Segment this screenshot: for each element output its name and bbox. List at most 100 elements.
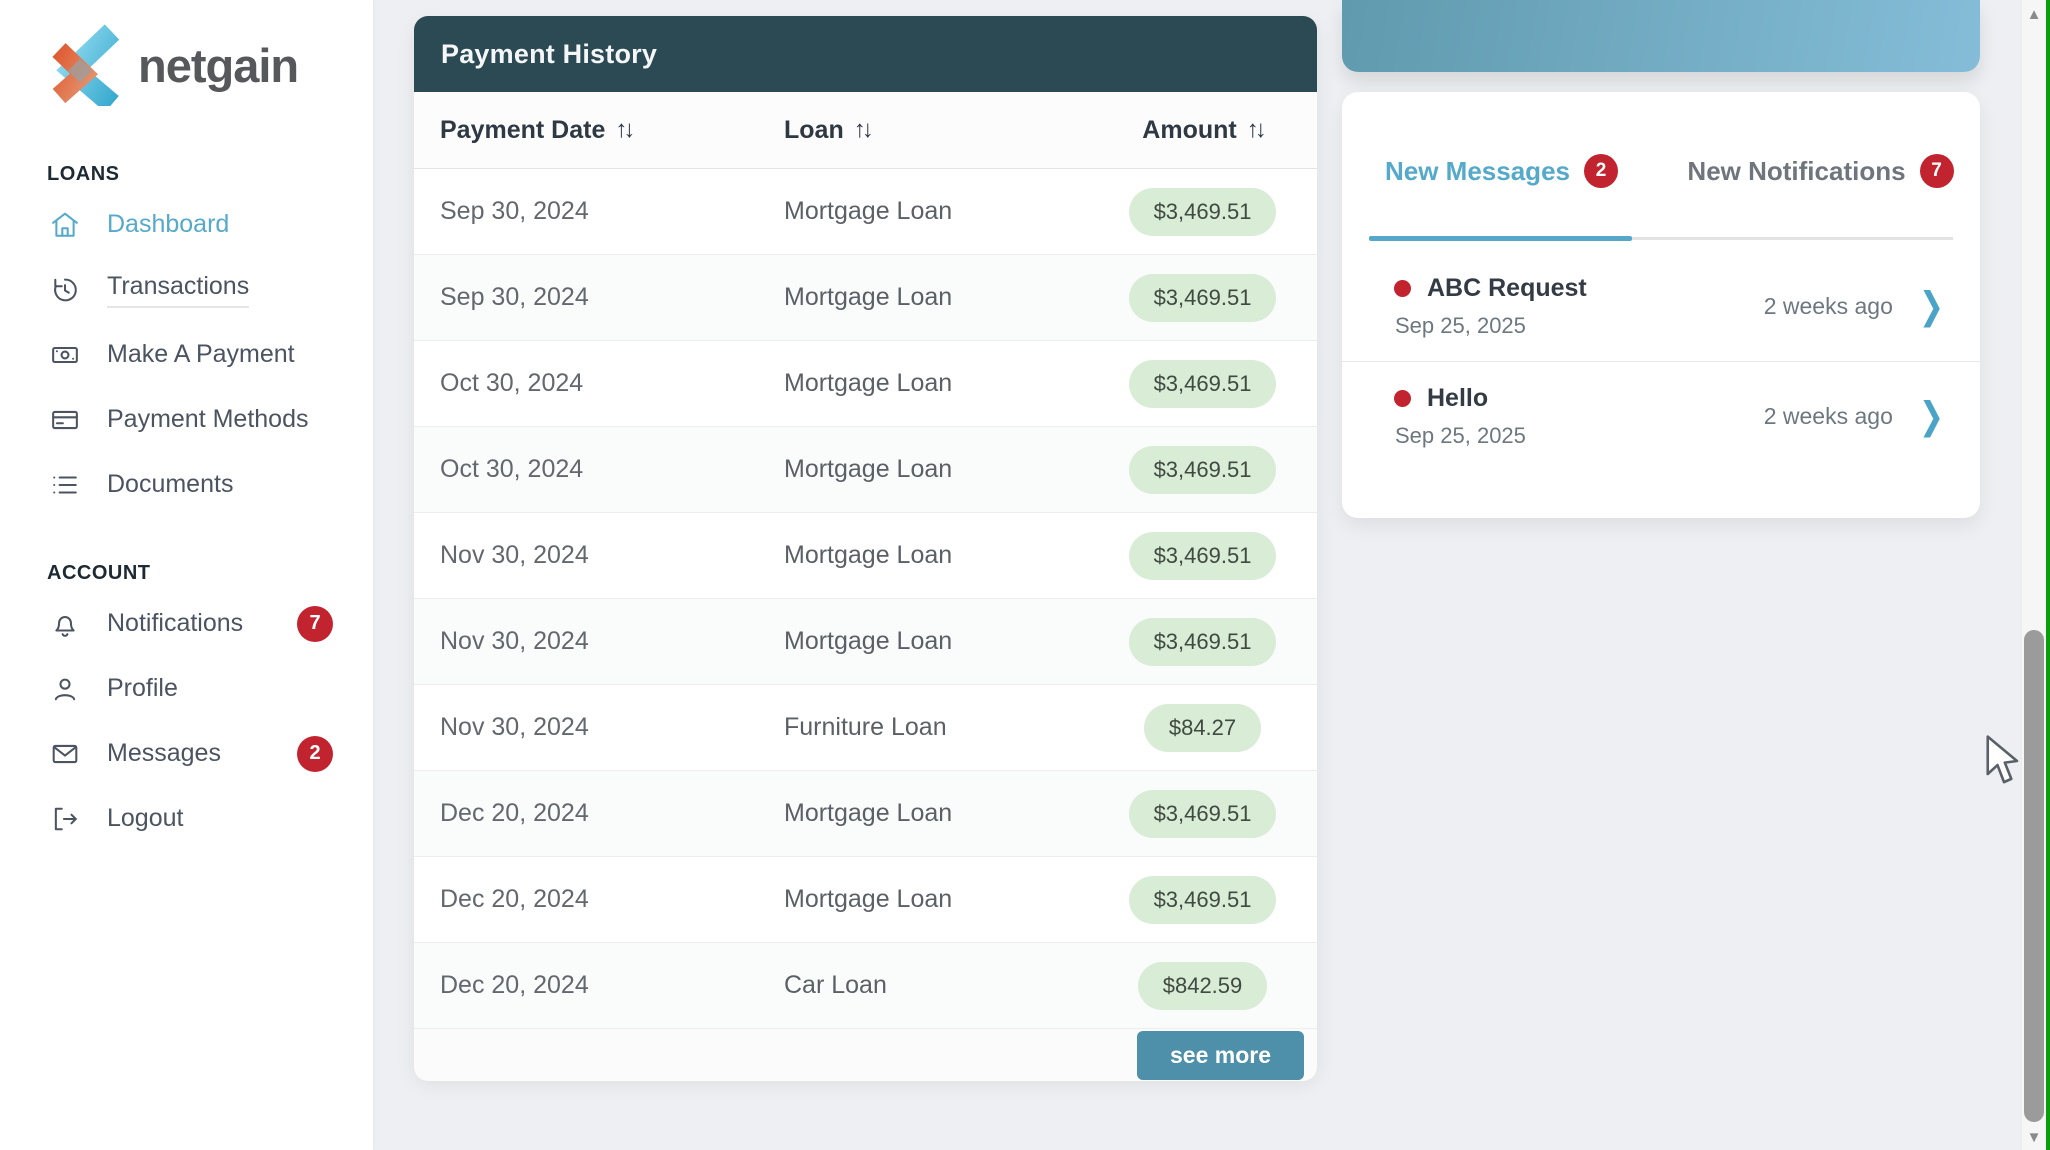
amount-badge: $84.27 bbox=[1143, 703, 1262, 752]
tab-underline-track bbox=[1369, 236, 1953, 241]
tab-new-notifications[interactable]: New Notifications 7 bbox=[1661, 154, 1980, 188]
amount-cell: $3,469.51 bbox=[1114, 617, 1291, 666]
chevron-right-icon[interactable]: ❯ bbox=[1918, 395, 1944, 438]
table-header-row: Payment Date ↑↓ Loan ↑↓ Amount ↑↓ bbox=[414, 92, 1317, 169]
chevron-right-icon[interactable]: ❯ bbox=[1918, 285, 1944, 328]
scroll-down-icon[interactable]: ▼ bbox=[2026, 1129, 2042, 1146]
table-row: Nov 30, 2024 Mortgage Loan $3,469.51 bbox=[414, 513, 1317, 599]
banknote-icon bbox=[50, 340, 80, 370]
sort-arrows-icon[interactable]: ↑↓ bbox=[1246, 116, 1267, 143]
scroll-up-icon[interactable]: ▲ bbox=[2026, 6, 2042, 23]
message-title: ABC Request bbox=[1427, 274, 1587, 302]
sidebar-item-transactions[interactable]: Transactions bbox=[0, 257, 373, 322]
logout-icon bbox=[50, 804, 80, 834]
message-title: Hello bbox=[1427, 384, 1489, 412]
person-icon bbox=[50, 674, 80, 704]
table-row: Dec 20, 2024 Car Loan $842.59 bbox=[414, 943, 1317, 1029]
loan-cell: Mortgage Loan bbox=[784, 799, 953, 827]
netgain-logo-icon bbox=[52, 24, 120, 106]
amount-badge: $3,469.51 bbox=[1128, 617, 1277, 666]
message-time-ago: 2 weeks ago bbox=[1763, 403, 1893, 429]
payment-date-cell: Nov 30, 2024 bbox=[440, 627, 589, 655]
messages-panel: New Messages 2 New Notifications 7 ABC R… bbox=[1342, 92, 1980, 518]
notifications-count-badge: 7 bbox=[297, 605, 333, 642]
envelope-icon bbox=[50, 739, 80, 769]
brand-name: netgain bbox=[138, 38, 299, 92]
list-icon bbox=[50, 470, 80, 500]
amount-cell: $3,469.51 bbox=[1114, 187, 1291, 236]
vertical-scrollbar[interactable]: ▲ ▼ bbox=[2021, 0, 2046, 1150]
payment-date-cell: Nov 30, 2024 bbox=[440, 713, 589, 741]
column-header-payment-date[interactable]: Payment Date ↑↓ bbox=[440, 115, 635, 144]
tab-new-messages[interactable]: New Messages 2 bbox=[1342, 154, 1661, 188]
loan-cell: Mortgage Loan bbox=[784, 283, 953, 311]
payment-date-cell: Oct 30, 2024 bbox=[440, 455, 584, 483]
sidebar-item-dashboard[interactable]: Dashboard bbox=[0, 192, 373, 257]
payment-history-title: Payment History bbox=[441, 38, 658, 69]
message-list: ABC Request Sep 25, 2025 2 weeks ago ❯ H… bbox=[1342, 252, 1980, 471]
sort-arrows-icon[interactable]: ↑↓ bbox=[615, 116, 635, 143]
payment-date-cell: Oct 30, 2024 bbox=[440, 369, 584, 397]
amount-cell: $3,469.51 bbox=[1114, 531, 1291, 580]
sidebar-item-logout[interactable]: Logout bbox=[0, 786, 373, 851]
amount-badge: $3,469.51 bbox=[1128, 359, 1277, 408]
payment-date-cell: Dec 20, 2024 bbox=[440, 799, 589, 827]
credit-card-icon bbox=[50, 405, 80, 435]
loan-cell: Car Loan bbox=[784, 971, 887, 999]
sidebar-item-notifications[interactable]: Notifications 7 bbox=[0, 591, 373, 656]
sort-arrows-icon[interactable]: ↑↓ bbox=[853, 116, 874, 143]
amount-badge: $842.59 bbox=[1137, 961, 1268, 1010]
sidebar-item-label: Messages bbox=[107, 739, 221, 767]
loan-cell: Mortgage Loan bbox=[784, 197, 953, 225]
history-icon bbox=[50, 275, 80, 305]
amount-badge: $3,469.51 bbox=[1128, 789, 1277, 838]
sidebar-item-profile[interactable]: Profile bbox=[0, 656, 373, 721]
amount-cell: $3,469.51 bbox=[1114, 273, 1291, 322]
mouse-cursor bbox=[1986, 735, 2019, 784]
tab-underline-active bbox=[1369, 236, 1632, 241]
home-icon bbox=[50, 210, 80, 240]
amount-badge: $3,469.51 bbox=[1128, 187, 1277, 236]
sidebar: netgain LOANS Dashboard Transactions bbox=[0, 0, 373, 1150]
table-row: Sep 30, 2024 Mortgage Loan $3,469.51 bbox=[414, 255, 1317, 341]
amount-cell: $3,469.51 bbox=[1114, 445, 1291, 494]
sidebar-item-label: Profile bbox=[107, 674, 178, 702]
account-section-title: ACCOUNT bbox=[47, 562, 151, 584]
unread-dot-icon bbox=[1394, 390, 1411, 407]
table-row: Oct 30, 2024 Mortgage Loan $3,469.51 bbox=[414, 341, 1317, 427]
column-header-amount[interactable]: Amount ↑↓ bbox=[1142, 115, 1267, 144]
loan-cell: Mortgage Loan bbox=[784, 885, 953, 913]
screen-edge-line bbox=[2046, 0, 2050, 1150]
loan-cell: Mortgage Loan bbox=[784, 627, 953, 655]
hero-banner-card bbox=[1342, 0, 1980, 72]
amount-cell: $842.59 bbox=[1114, 961, 1291, 1010]
amount-badge: $3,469.51 bbox=[1128, 875, 1277, 924]
panel-tabs: New Messages 2 New Notifications 7 bbox=[1342, 154, 1980, 188]
sidebar-item-label: Make A Payment bbox=[107, 340, 295, 368]
sidebar-item-documents[interactable]: Documents bbox=[0, 452, 373, 517]
message-time-ago: 2 weeks ago bbox=[1763, 293, 1893, 319]
table-row: Oct 30, 2024 Mortgage Loan $3,469.51 bbox=[414, 427, 1317, 513]
amount-badge: $3,469.51 bbox=[1128, 445, 1277, 494]
payment-date-cell: Sep 30, 2024 bbox=[440, 283, 589, 311]
payment-date-cell: Dec 20, 2024 bbox=[440, 885, 589, 913]
table-row: Dec 20, 2024 Mortgage Loan $3,469.51 bbox=[414, 771, 1317, 857]
payment-date-cell: Dec 20, 2024 bbox=[440, 971, 589, 999]
loan-cell: Mortgage Loan bbox=[784, 455, 953, 483]
sidebar-item-messages[interactable]: Messages 2 bbox=[0, 721, 373, 786]
brand-logo: netgain bbox=[48, 24, 299, 106]
list-item[interactable]: ABC Request Sep 25, 2025 2 weeks ago ❯ bbox=[1342, 252, 1980, 361]
list-item[interactable]: Hello Sep 25, 2025 2 weeks ago ❯ bbox=[1342, 361, 1980, 471]
amount-cell: $3,469.51 bbox=[1114, 789, 1291, 838]
scrollbar-thumb[interactable] bbox=[2024, 630, 2044, 1122]
payment-history-header: Payment History bbox=[414, 16, 1317, 92]
message-date: Sep 25, 2025 bbox=[1395, 423, 1526, 448]
payment-history-card: Payment History Payment Date ↑↓ Loan ↑↓ … bbox=[414, 16, 1317, 1081]
sidebar-item-make-a-payment[interactable]: Make A Payment bbox=[0, 322, 373, 387]
column-header-loan[interactable]: Loan ↑↓ bbox=[784, 115, 874, 144]
sidebar-item-payment-methods[interactable]: Payment Methods bbox=[0, 387, 373, 452]
amount-badge: $3,469.51 bbox=[1128, 273, 1277, 322]
loan-cell: Mortgage Loan bbox=[784, 541, 953, 569]
see-more-button[interactable]: see more bbox=[1136, 1030, 1304, 1080]
table-row: Nov 30, 2024 Furniture Loan $84.27 bbox=[414, 685, 1317, 771]
